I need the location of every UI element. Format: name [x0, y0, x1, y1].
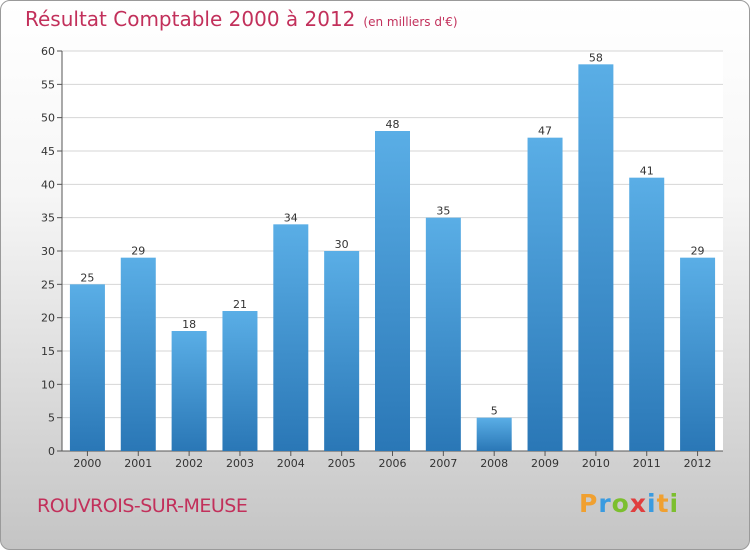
x-tick-label: 2010	[582, 457, 610, 470]
x-tick-label: 2012	[684, 457, 712, 470]
y-tick-label: 45	[41, 145, 55, 158]
y-tick-label: 55	[41, 78, 55, 91]
logo-letter: t	[656, 489, 670, 518]
bar-value-label: 5	[491, 405, 498, 418]
bar-value-label: 29	[131, 245, 145, 258]
x-tick-label: 2007	[429, 457, 457, 470]
bar-2005	[324, 251, 360, 451]
logo-letter: P	[579, 489, 599, 518]
logo-letter: x	[629, 489, 647, 518]
bar-value-label: 21	[233, 298, 247, 311]
x-tick-label: 2001	[124, 457, 152, 470]
bar-2010	[578, 64, 614, 452]
y-tick-label: 0	[48, 445, 55, 458]
y-tick-label: 5	[48, 412, 55, 425]
bar-2000	[69, 284, 105, 451]
bar-value-label: 34	[284, 211, 298, 224]
bar-value-label: 25	[80, 271, 94, 284]
chart-subtitle: (en milliers d'€)	[363, 15, 458, 29]
logo-letter: r	[598, 489, 612, 518]
bar-2007	[425, 217, 461, 451]
bar-2003	[222, 311, 258, 451]
bar-2002	[171, 331, 207, 451]
y-tick-label: 20	[41, 312, 55, 325]
bar-value-label: 35	[436, 205, 450, 218]
y-tick-label: 15	[41, 345, 55, 358]
chart-title-main: Résultat Comptable 2000 à 2012	[25, 7, 356, 31]
bar-2012	[680, 257, 716, 451]
bar-2011	[629, 177, 665, 451]
proxiti-logo: Proxiti	[579, 489, 679, 518]
x-tick-label: 2002	[175, 457, 203, 470]
x-tick-label: 2009	[531, 457, 559, 470]
x-tick-label: 2006	[379, 457, 407, 470]
bar-value-label: 30	[335, 238, 349, 251]
bar-value-label: 29	[691, 245, 705, 258]
y-tick-label: 50	[41, 112, 55, 125]
x-tick-label: 2005	[328, 457, 356, 470]
bar-value-label: 47	[538, 125, 552, 138]
y-tick-label: 60	[41, 45, 55, 58]
y-tick-label: 10	[41, 378, 55, 391]
logo-letter: i	[669, 489, 680, 518]
y-tick-label: 30	[41, 245, 55, 258]
commune-name: ROUVROIS-SUR-MEUSE	[37, 495, 248, 517]
bar-2001	[120, 257, 156, 451]
logo-letter: i	[647, 489, 657, 518]
y-tick-label: 40	[41, 178, 55, 191]
x-tick-label: 2011	[633, 457, 661, 470]
bar-value-label: 58	[589, 51, 603, 64]
bar-value-label: 48	[386, 118, 400, 131]
bar-2004	[273, 224, 309, 451]
bar-value-label: 41	[640, 165, 654, 178]
x-tick-label: 2004	[277, 457, 305, 470]
chart-title: Résultat Comptable 2000 à 2012 (en millie…	[25, 7, 458, 31]
bar-2009	[527, 137, 563, 451]
y-tick-label: 35	[41, 212, 55, 225]
logo-letter: o	[611, 489, 630, 518]
bar-2006	[375, 131, 410, 451]
y-tick-label: 25	[41, 278, 55, 291]
x-tick-label: 2003	[226, 457, 254, 470]
bar-2008	[476, 417, 512, 451]
x-tick-label: 2000	[73, 457, 101, 470]
x-tick-label: 2008	[480, 457, 508, 470]
bar-value-label: 18	[182, 318, 196, 331]
